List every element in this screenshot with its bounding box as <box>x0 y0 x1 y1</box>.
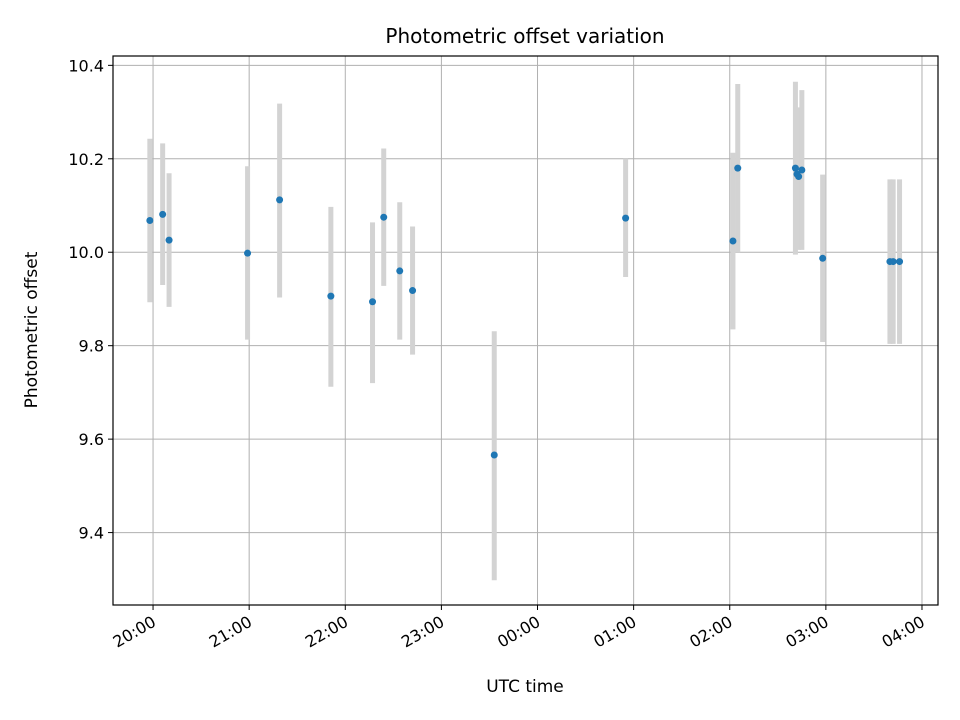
data-point <box>490 451 498 459</box>
data-point <box>244 249 252 257</box>
data-point <box>146 216 154 224</box>
data-point <box>327 292 335 300</box>
y-tick-label: 9.6 <box>79 430 104 449</box>
plot-frame <box>112 55 939 606</box>
data-point <box>380 213 388 221</box>
chart-title: Photometric offset variation <box>385 24 664 48</box>
data-point <box>409 287 417 295</box>
data-point <box>396 267 404 275</box>
data-point <box>159 210 167 218</box>
data-point <box>729 237 737 245</box>
data-point <box>369 298 377 306</box>
data-point <box>165 236 173 244</box>
y-tick-label: 10.4 <box>68 56 104 75</box>
data-points <box>146 164 904 459</box>
data-point <box>734 164 742 172</box>
data-point <box>889 258 897 266</box>
data-point <box>276 196 284 204</box>
data-point <box>795 173 803 181</box>
data-point <box>896 258 904 266</box>
y-tick-label: 9.4 <box>79 524 104 543</box>
data-point <box>798 166 806 174</box>
x-axis-title: UTC time <box>486 677 564 697</box>
y-tick-label: 10.2 <box>68 150 104 169</box>
y-tick-label: 10.0 <box>68 243 104 262</box>
data-point <box>819 254 827 262</box>
data-point <box>622 214 630 222</box>
y-axis-title: Photometric offset <box>22 251 42 408</box>
y-tick-label: 9.8 <box>79 337 104 356</box>
y-axis: 9.4 9.6 9.8 10.0 10.2 10.4 <box>68 56 113 543</box>
data-point <box>791 164 799 172</box>
